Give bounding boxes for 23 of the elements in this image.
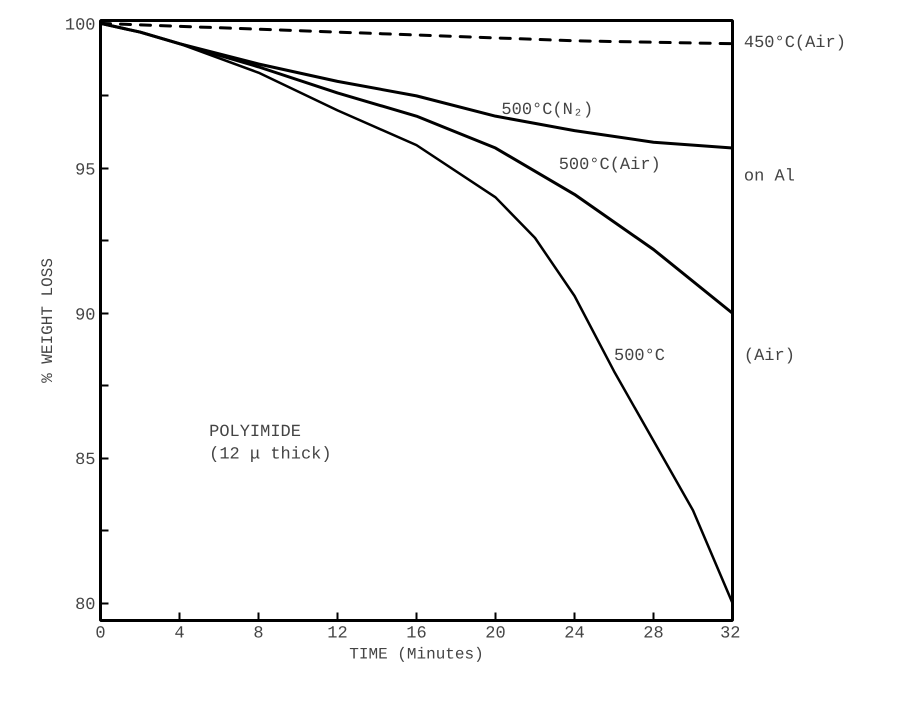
x-tick-label: 4 <box>174 624 185 644</box>
annotation: 500°C(N₂) <box>501 100 594 120</box>
x-tick-label: 8 <box>253 624 264 644</box>
y-tick-label: 90 <box>75 306 96 326</box>
x-tick-label: 20 <box>485 624 506 644</box>
y-tick-label: 80 <box>75 596 96 616</box>
x-tick-label: 12 <box>327 624 348 644</box>
x-tick-label: 28 <box>643 624 664 644</box>
y-tick-label: 95 <box>75 161 96 180</box>
annotation: POLYIMIDE (12 μ thick) <box>209 422 332 465</box>
y-tick-label: 85 <box>75 451 96 470</box>
annotation: 500°C <box>614 347 666 366</box>
text: (Air) <box>744 347 795 366</box>
x-tick-label: 0 <box>95 624 106 644</box>
x-tick-label: 16 <box>406 624 427 644</box>
x-tick-label: 24 <box>564 624 585 644</box>
x-axis-title: TIME (Minutes) <box>349 646 484 664</box>
annotation: 500°C(Air) <box>558 156 661 175</box>
y-tick-label: 100 <box>64 16 96 36</box>
y-axis-title: % WEIGHT LOSS <box>38 258 57 383</box>
text: 450°C(Air) <box>744 34 846 54</box>
text: on Al <box>744 168 795 187</box>
x-tick-label: 32 <box>720 624 741 644</box>
